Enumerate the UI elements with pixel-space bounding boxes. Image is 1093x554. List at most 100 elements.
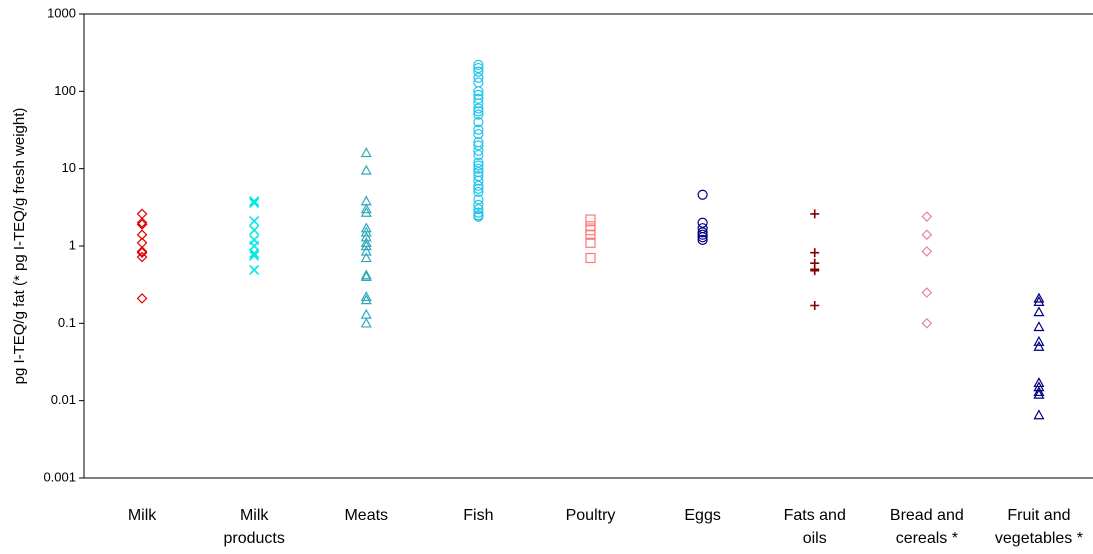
point: [473, 204, 484, 215]
point: [921, 229, 933, 241]
point: [473, 106, 484, 117]
point: [1033, 386, 1045, 397]
point: [360, 317, 372, 328]
point: [136, 208, 148, 220]
point: [697, 234, 708, 245]
point: [473, 62, 484, 74]
point: [360, 252, 372, 263]
point: [585, 214, 596, 225]
point: [473, 59, 484, 70]
point: [1033, 306, 1045, 317]
point: [360, 240, 372, 251]
point: [249, 225, 260, 236]
x-tick-label: Eggs: [684, 507, 721, 524]
point: [585, 229, 596, 240]
y-tick-label: 10: [62, 160, 76, 175]
point: [360, 308, 372, 319]
point: [136, 217, 148, 229]
point: [1033, 335, 1045, 346]
point: [921, 211, 933, 222]
point: [473, 183, 484, 194]
point: [473, 207, 484, 218]
point: [473, 140, 484, 151]
point: [360, 294, 372, 305]
point: [249, 216, 260, 227]
y-tick-label: 1000: [47, 5, 76, 20]
point: [360, 203, 372, 214]
y-tick-label: 0.1: [58, 315, 76, 330]
point: [1033, 409, 1045, 420]
point: [360, 206, 372, 217]
point: [136, 229, 148, 241]
point: [473, 93, 484, 104]
point: [810, 266, 820, 276]
y-tick-label: 0.01: [51, 392, 76, 407]
point: [1033, 321, 1045, 332]
point: [697, 217, 708, 228]
point: [473, 145, 484, 156]
point: [585, 252, 596, 264]
point: [473, 109, 484, 120]
point: [473, 175, 484, 186]
point: [473, 157, 484, 168]
point: [473, 128, 484, 140]
point: [136, 246, 148, 257]
point: [921, 317, 933, 329]
point: [810, 248, 820, 258]
point: [473, 98, 484, 109]
point: [136, 293, 148, 304]
point: [697, 229, 708, 240]
point: [473, 124, 484, 135]
point: [473, 199, 484, 210]
point: [697, 232, 708, 243]
point: [1033, 292, 1045, 303]
y-tick-label: 0.001: [43, 469, 76, 484]
point: [473, 66, 484, 77]
x-tick-label: Poultry: [565, 507, 616, 524]
point: [473, 160, 484, 171]
point: [360, 226, 372, 237]
point: [249, 196, 260, 207]
point: [249, 248, 260, 259]
y-axis-label: pg I-TEQ/g fat (* pg I-TEQ/g fresh weigh…: [11, 108, 28, 385]
y-tick-label: 1: [69, 237, 76, 252]
point: [473, 72, 484, 83]
x-tick-label: Fats and oils: [783, 507, 846, 547]
point: [360, 291, 372, 302]
point: [921, 246, 933, 257]
point: [360, 164, 372, 175]
x-tick-label: Bread and cereals *: [889, 507, 964, 547]
point: [473, 180, 484, 191]
x-tick-label: Milk: [127, 507, 157, 524]
point: [360, 269, 372, 280]
point: [473, 186, 484, 198]
point: [360, 245, 372, 256]
point: [136, 219, 148, 230]
point: [249, 197, 260, 209]
point: [473, 117, 484, 128]
point: [136, 247, 148, 259]
point: [360, 147, 372, 158]
point: [473, 171, 484, 182]
point: [473, 86, 484, 97]
point: [1033, 388, 1045, 399]
x-tick-label: Fish: [463, 507, 494, 524]
x-tick-label: Milk products: [223, 507, 285, 547]
y-tick-label: 100: [54, 83, 76, 98]
x-tick-label: Fruit and vegetables *: [994, 507, 1083, 547]
point: [585, 237, 596, 248]
point: [1033, 296, 1045, 306]
point: [921, 287, 933, 298]
point: [249, 264, 260, 276]
point: [473, 194, 484, 205]
point: [697, 189, 708, 200]
x-tick-label: Meats: [344, 507, 389, 524]
point: [249, 250, 260, 261]
point: [473, 149, 484, 161]
point: [136, 251, 148, 263]
point: [1033, 340, 1045, 351]
point: [473, 211, 484, 222]
point: [473, 103, 484, 114]
